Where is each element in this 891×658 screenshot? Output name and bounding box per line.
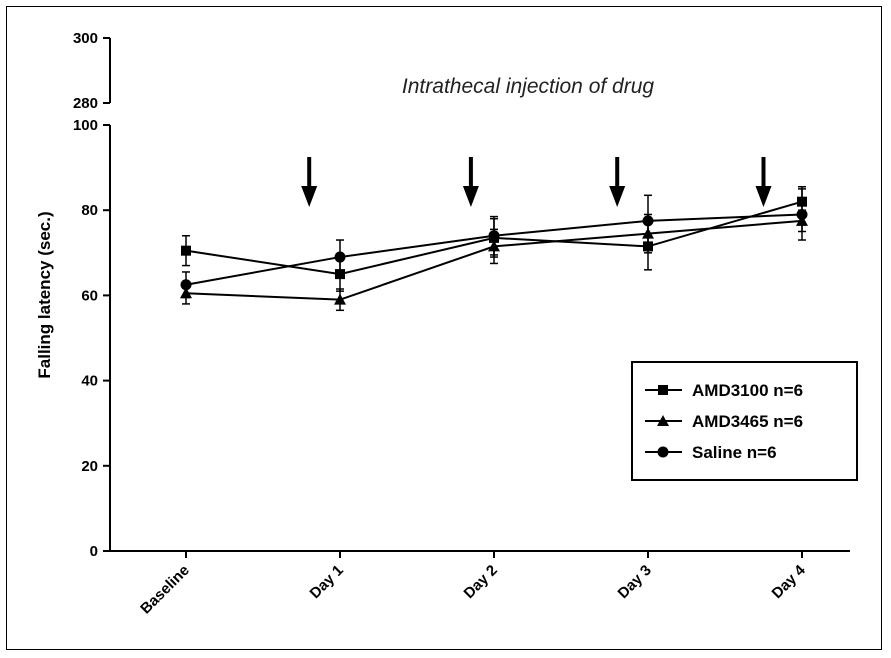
y-ticks: 0 20 40 60 80 100 280 300: [73, 30, 110, 560]
square-marker: [658, 385, 668, 395]
arrow-head: [609, 186, 626, 207]
circle-marker: [488, 230, 500, 242]
arrow-head: [301, 186, 318, 207]
x-tick-label: Day 1: [307, 562, 347, 602]
circle-marker: [796, 208, 808, 220]
series-circle: [180, 188, 808, 299]
arrow-head: [462, 186, 479, 207]
y-tick-label: 280: [73, 95, 98, 112]
x-tick-label: Baseline: [137, 562, 193, 618]
legend-label: Saline n=6: [692, 443, 777, 462]
circle-marker: [642, 215, 654, 227]
y-tick-label: 80: [81, 202, 98, 219]
arrow-head: [755, 186, 772, 207]
legend-entry: AMD3465 n=6: [645, 412, 803, 431]
y-tick-label: 40: [81, 373, 98, 390]
series-group: [180, 186, 808, 312]
figure-frame: [6, 6, 882, 650]
square-marker: [181, 245, 191, 256]
circle-marker: [334, 251, 346, 263]
x-ticks: Baseline Day 1 Day 2 Day 3 Day 4: [137, 551, 809, 617]
y-tick-label: 20: [81, 458, 98, 475]
injection-arrow: [755, 157, 772, 207]
legend-entry: Saline n=6: [645, 443, 777, 462]
x-tick-label: Day 4: [769, 561, 810, 602]
injection-arrows: [301, 157, 772, 207]
triangle-marker: [334, 293, 346, 305]
legend-label: AMD3465 n=6: [692, 412, 803, 431]
injection-arrow: [462, 157, 479, 207]
circle-marker: [657, 446, 669, 458]
y-tick-label: 100: [73, 117, 98, 134]
x-tick-label: Day 3: [615, 562, 655, 602]
axes: [109, 38, 850, 552]
y-axis-label: Falling latency (sec.): [35, 211, 54, 378]
x-tick-label: Day 2: [461, 562, 501, 602]
circle-marker: [180, 279, 192, 291]
y-tick-label: 0: [90, 543, 98, 560]
legend-label: AMD3100 n=6: [692, 381, 803, 400]
y-tick-label: 300: [73, 30, 98, 47]
injection-arrow: [301, 157, 318, 207]
y-tick-label: 60: [81, 287, 98, 304]
legend: AMD3100 n=6 AMD3465 n=6 Saline n=6: [631, 361, 858, 481]
triangle-marker: [657, 415, 669, 426]
legend-entry: AMD3100 n=6: [645, 381, 803, 400]
annotation-text: Intrathecal injection of drug: [402, 75, 654, 98]
injection-arrow: [609, 157, 626, 207]
